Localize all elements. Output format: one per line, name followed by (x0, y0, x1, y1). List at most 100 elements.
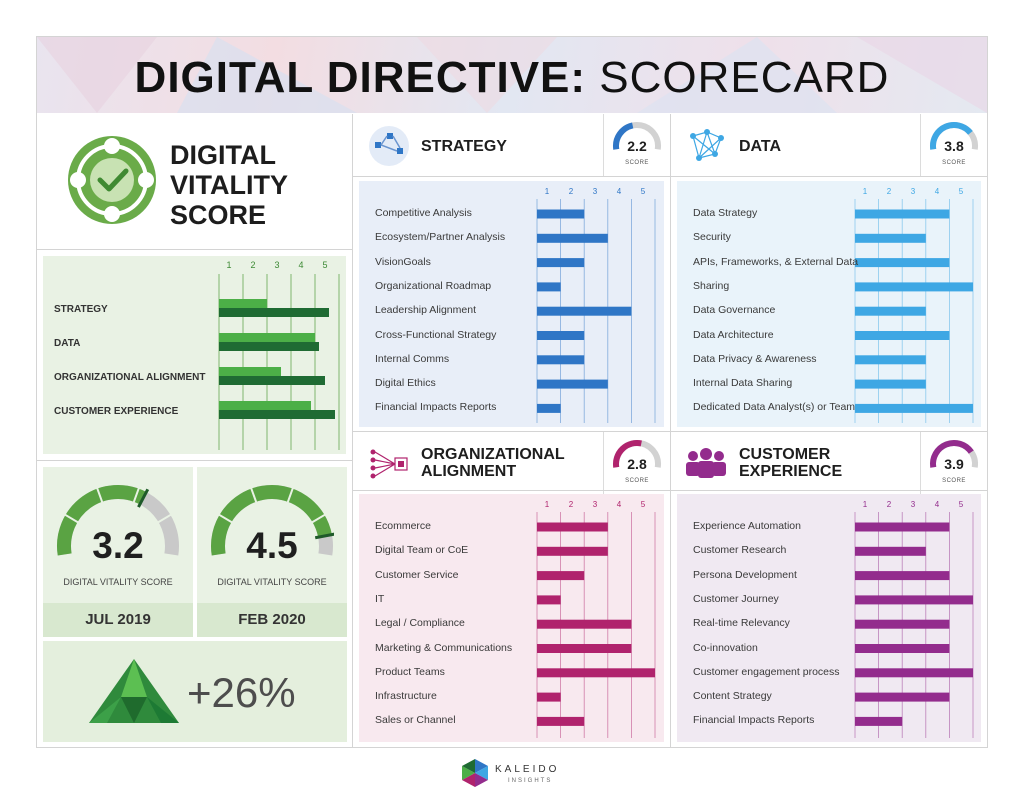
gauge-jul-dial (57, 485, 179, 556)
chart-bar (537, 619, 632, 629)
chart-row-label: Data Strategy (693, 207, 758, 219)
chart-bar (537, 571, 585, 581)
chart-bar (855, 355, 926, 365)
org-ticks: 1 2 3 4 5 (537, 500, 659, 510)
gauge-fill (211, 485, 332, 556)
cx-ticks: 1 2 3 4 5 (855, 500, 977, 510)
summary-tick-label: 3 (274, 260, 280, 270)
org-tick-label: 1 (544, 500, 550, 509)
quadrant-title: ORGANIZATIONAL ALIGNMENT (421, 446, 565, 480)
score-gauge-fill (930, 122, 973, 150)
growth-triangle-icon (89, 659, 179, 723)
org-score-value: 2.8 (627, 456, 647, 472)
summary-chart (218, 274, 340, 450)
chart-bar (537, 306, 632, 316)
cx-tick-label: 1 (862, 500, 868, 509)
chart-row-label: Security (693, 231, 731, 244)
data-tick-label: 4 (934, 187, 940, 196)
chart-bar (537, 233, 608, 243)
chart-row-label: Legal / Compliance (375, 617, 465, 630)
strategy-tick-label: 5 (640, 187, 646, 196)
chart-bar (855, 546, 926, 556)
chart-row-label: Cross-Functional Strategy (375, 328, 497, 341)
gauge-fill (57, 485, 147, 556)
growth-value: +26% (187, 669, 296, 716)
summary-bar (219, 308, 329, 317)
quadrant-strategy: STRATEGY 2.2 SCORE 1 2 3 4 5 Competitive… (353, 114, 670, 431)
gauge-feb-value: 4.5 (246, 525, 298, 566)
chart-bar (855, 595, 973, 605)
vitality-title: DIGITAL VITALITY SCORE (170, 140, 340, 230)
summary-bar (219, 410, 335, 419)
gauge-needle (137, 488, 150, 508)
chart-bar (537, 403, 561, 413)
chart-bar (537, 692, 561, 702)
chart-bar (537, 716, 585, 726)
chart-bar (855, 522, 950, 532)
summary-tick-label: 4 (298, 260, 304, 270)
chart-row-label: Sales or Channel (375, 714, 456, 727)
org-row-labels: Ecommerce Digital Team or CoE Customer Ser… (375, 494, 535, 742)
chart-bar (855, 282, 973, 292)
summary-tick-label: 5 (322, 260, 328, 270)
strategy-score-gauge (613, 122, 661, 150)
summary-bar (219, 401, 311, 410)
divider (671, 176, 987, 177)
chart-bar (537, 644, 632, 653)
header-pattern (37, 37, 987, 113)
chart-row-label: Leadership Alignment (375, 304, 476, 317)
data-score-box: 3.8 SCORE (920, 114, 988, 176)
chart-row-label: Experience Automation (693, 520, 801, 532)
vitality-title-line: VITALITY (170, 170, 288, 200)
chart-bar (855, 331, 950, 340)
chart-row-label: IT (375, 592, 385, 605)
summary-bar (219, 299, 267, 308)
summary-bar (219, 342, 319, 351)
chart-bar (855, 716, 903, 726)
data-score-caption: SCORE (942, 160, 966, 166)
strategy-row-labels: Competitive Analysis Ecosystem/Partner An… (375, 181, 535, 427)
chart-row-label: Data Governance (693, 304, 776, 317)
chart-row-label: Financial Impacts Reports (693, 714, 815, 727)
gauge-jul-caption: DIGITAL VITALITY SCORE (63, 577, 173, 587)
quadrant-title-line: EXPERIENCE (739, 463, 843, 480)
cx-tick-label: 3 (910, 500, 916, 509)
strategy-score-box: 2.2 SCORE (603, 114, 671, 176)
summary-tick-label: 1 (226, 260, 232, 270)
chart-bar (855, 571, 950, 581)
data-bar-chart (854, 199, 974, 423)
chart-bar (537, 522, 608, 532)
chart-bar (537, 209, 585, 219)
gauge-feb-dial (211, 485, 334, 556)
chart-row-label: Content Strategy (693, 690, 772, 703)
org-bar-chart (536, 512, 656, 738)
strategy-tick-label: 2 (568, 187, 574, 196)
chart-row-label: Data Privacy & Awareness (693, 352, 817, 365)
summary-chart-panel: 1 2 3 4 5 STRATEGY DATA ORGANIZATIONAL A… (43, 256, 346, 454)
chart-bar (537, 595, 561, 605)
vitality-badge-icon (68, 136, 156, 224)
chart-bar (537, 668, 655, 678)
quadrant-data: DATA 3.8 SCORE 1 2 3 4 5 Data Strategy Se… (671, 114, 987, 431)
quadrant-title-line: ALIGNMENT (421, 463, 517, 480)
chart-bar (855, 209, 950, 219)
cx-score-gauge (930, 440, 978, 468)
divider (37, 460, 352, 461)
chart-row-label: Internal Comms (375, 352, 450, 365)
chart-row-label: Internal Data Sharing (693, 377, 793, 390)
cx-bar-chart (854, 512, 974, 738)
chart-bar (537, 258, 585, 268)
cx-tick-label: 4 (934, 500, 940, 509)
header-banner: DIGITAL DIRECTIVE: SCORECARD (37, 37, 987, 113)
gauge-tick (96, 487, 104, 504)
chart-bar (855, 306, 926, 316)
chart-row-label: Customer Service (375, 568, 459, 581)
strategy-tick-label: 1 (544, 187, 550, 196)
cx-chart-panel: 1 2 3 4 5 Experience Automation Customer … (677, 494, 981, 742)
chart-row-label: Persona Development (693, 568, 797, 581)
chart-row-label: Organizational Roadmap (375, 279, 492, 292)
quadrant-title-line: DATA (739, 138, 782, 155)
chart-row-label: VisionGoals (375, 255, 431, 268)
gauge-tick (132, 487, 140, 504)
quadrant-cx: CUSTOMER EXPERIENCE 3.9 SCORE 1 2 3 4 5 … (671, 432, 987, 748)
